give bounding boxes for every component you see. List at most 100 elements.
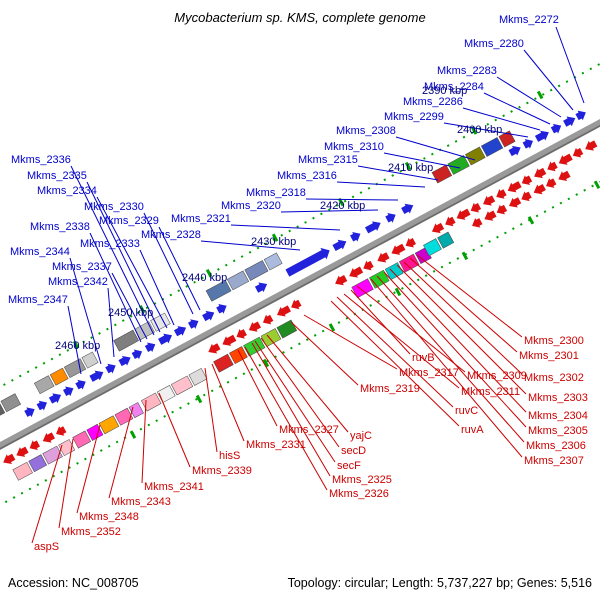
feature-box[interactable] [86, 423, 104, 441]
gene-label-forward[interactable]: Mkms_2328 [141, 229, 201, 241]
gene-arrow-forward[interactable] [173, 323, 189, 338]
gene-label-forward[interactable]: Mkms_2283 [437, 65, 497, 77]
gene-arrow-reverse[interactable] [469, 216, 483, 230]
gene-label-reverse[interactable]: Mkms_2317 [399, 367, 459, 379]
gene-label-forward[interactable]: Mkms_2286 [403, 96, 463, 108]
gene-label-forward[interactable]: Mkms_2337 [52, 261, 112, 273]
gene-arrow-reverse[interactable] [1, 452, 17, 467]
gene-label-reverse[interactable]: hisS [219, 450, 240, 462]
gene-label-reverse[interactable]: secD [341, 445, 366, 457]
gene-label-forward[interactable]: Mkms_2280 [464, 38, 524, 50]
gene-arrow-reverse[interactable] [468, 201, 482, 215]
gene-label-reverse[interactable]: Mkms_2305 [528, 425, 588, 437]
feature-box[interactable] [81, 351, 99, 369]
gene-label-reverse[interactable]: Mkms_2301 [519, 350, 579, 362]
gene-label-reverse[interactable]: Mkms_2348 [79, 511, 139, 523]
gene-label-forward[interactable]: Mkms_2316 [277, 170, 337, 182]
feature-box[interactable] [398, 253, 420, 273]
gene-arrow-reverse[interactable] [443, 215, 457, 229]
gene-arrow-reverse[interactable] [570, 146, 584, 160]
gene-label-forward[interactable]: Mkms_2310 [324, 141, 384, 153]
gene-arrow-forward[interactable] [88, 367, 106, 383]
gene-arrow-forward[interactable] [36, 398, 50, 412]
gene-label-reverse[interactable]: aspS [34, 541, 59, 553]
feature-box[interactable] [437, 231, 455, 249]
gene-arrow-forward[interactable] [574, 108, 588, 122]
gene-arrow-reverse[interactable] [403, 236, 417, 250]
gene-label-reverse[interactable]: Mkms_2300 [524, 335, 584, 347]
feature-box[interactable] [276, 319, 298, 339]
feature-box[interactable] [351, 278, 374, 299]
feature-box[interactable] [28, 454, 48, 473]
gene-arrow-forward[interactable] [131, 346, 145, 360]
feature-box[interactable] [480, 137, 504, 157]
gene-arrow-reverse[interactable] [556, 152, 574, 168]
gene-label-forward[interactable]: Mkms_2347 [8, 294, 68, 306]
gene-arrow-reverse[interactable] [543, 176, 557, 190]
gene-arrow-reverse[interactable] [53, 424, 67, 438]
feature-box[interactable] [423, 238, 442, 257]
gene-arrow-forward[interactable] [331, 236, 349, 252]
gene-label-forward[interactable]: Mkms_2321 [171, 213, 231, 225]
feature-box[interactable] [213, 353, 234, 373]
gene-arrow-reverse[interactable] [347, 265, 365, 281]
feature-box[interactable] [34, 375, 55, 395]
feature-box[interactable] [114, 407, 134, 426]
gene-label-forward[interactable]: Mkms_2299 [384, 111, 444, 123]
gene-arrow-reverse[interactable] [234, 327, 248, 341]
gene-arrow-forward[interactable] [534, 127, 552, 143]
feature-box[interactable] [465, 146, 486, 166]
gene-label-reverse[interactable]: Mkms_2339 [192, 465, 252, 477]
gene-arrow-reverse[interactable] [260, 313, 274, 327]
feature-box[interactable] [498, 130, 516, 148]
feature-box[interactable] [141, 392, 162, 412]
gene-label-reverse[interactable]: Mkms_2303 [528, 392, 588, 404]
gene-label-forward[interactable]: Mkms_2342 [48, 276, 108, 288]
gene-label-reverse[interactable]: Mkms_2307 [524, 455, 584, 467]
gene-arrow-reverse[interactable] [429, 221, 445, 236]
gene-arrow-forward[interactable] [284, 245, 332, 279]
gene-label-forward[interactable]: Mkms_2336 [11, 154, 71, 166]
gene-label-reverse[interactable]: Mkms_2304 [528, 410, 588, 422]
gene-arrow-forward[interactable] [48, 390, 64, 405]
gene-arrow-forward[interactable] [157, 330, 175, 346]
gene-label-forward[interactable]: Mkms_2318 [246, 187, 306, 199]
gene-arrow-forward[interactable] [562, 113, 578, 128]
gene-label-forward[interactable]: Mkms_2338 [30, 221, 90, 233]
gene-label-forward[interactable]: Mkms_2308 [336, 125, 396, 137]
feature-box[interactable] [188, 367, 208, 386]
gene-arrow-forward[interactable] [187, 316, 201, 330]
gene-arrow-forward[interactable] [104, 361, 118, 375]
gene-label-reverse[interactable]: Mkms_2302 [524, 372, 584, 384]
feature-box[interactable] [0, 393, 21, 413]
gene-label-reverse[interactable]: ruvA [461, 424, 484, 436]
gene-arrow-reverse[interactable] [531, 182, 547, 197]
gene-label-forward[interactable]: Mkms_2320 [221, 200, 281, 212]
gene-arrow-reverse[interactable] [545, 160, 559, 174]
feature-box[interactable] [447, 155, 470, 175]
gene-arrow-reverse[interactable] [40, 431, 56, 446]
gene-arrow-reverse[interactable] [480, 194, 496, 209]
feature-box[interactable] [431, 164, 453, 184]
feature-box[interactable] [170, 375, 194, 396]
gene-label-reverse[interactable]: Mkms_2341 [144, 481, 204, 493]
gene-arrow-reverse[interactable] [246, 320, 262, 335]
gene-arrow-reverse[interactable] [583, 139, 599, 154]
gene-arrow-forward[interactable] [550, 121, 564, 135]
feature-box[interactable] [49, 367, 69, 386]
feature-box[interactable] [42, 445, 63, 465]
gene-arrow-forward[interactable] [400, 200, 416, 215]
gene-label-forward[interactable]: Mkms_2334 [37, 185, 97, 197]
gene-label-reverse[interactable]: Mkms_2331 [246, 439, 306, 451]
gene-arrow-reverse[interactable] [206, 341, 222, 356]
feature-box[interactable] [150, 312, 171, 332]
gene-arrow-reverse[interactable] [519, 190, 533, 204]
gene-arrow-reverse[interactable] [375, 250, 391, 265]
gene-label-reverse[interactable]: ruvC [455, 405, 478, 417]
gene-label-forward[interactable]: Mkms_2330 [84, 201, 144, 213]
gene-arrow-reverse[interactable] [556, 169, 572, 184]
gene-arrow-reverse[interactable] [494, 203, 508, 217]
gene-arrow-forward[interactable] [23, 404, 37, 418]
gene-arrow-reverse[interactable] [333, 273, 349, 288]
gene-arrow-reverse[interactable] [519, 174, 533, 188]
